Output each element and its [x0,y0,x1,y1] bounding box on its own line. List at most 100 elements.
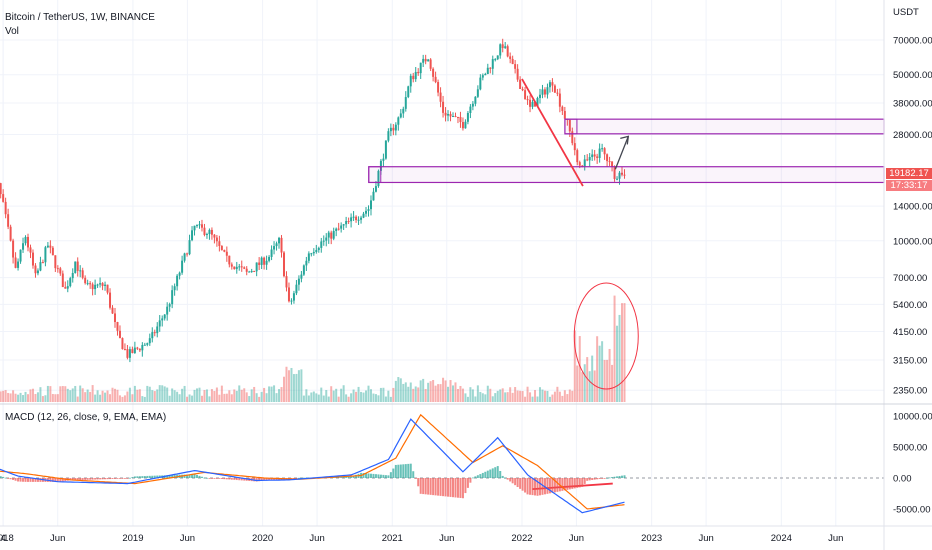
volume-bar [27,394,30,402]
macd-histogram-bar [126,478,129,479]
macd-histogram-bar [392,468,395,478]
volume-bar [377,395,380,402]
volume-bar [235,390,238,402]
macd-histogram-bar [613,476,616,478]
candle-body [553,85,556,93]
volume-bar [399,378,402,402]
candle-body [593,154,596,157]
candle-body [424,58,427,62]
macd-histogram-bar [84,478,87,480]
macd-histogram-bar [24,478,27,482]
projection-arrow [614,136,629,170]
volume-bar [409,382,412,402]
volume-bar [310,392,313,402]
volume-bar [285,366,288,402]
candle-body [146,343,149,345]
volume-bar [203,390,206,402]
volume-bar [173,390,176,402]
candle-body [442,101,445,113]
volume-bar [593,370,596,402]
volume-bar [2,390,5,402]
candle-body [153,332,156,334]
macd-histogram-bar [14,478,17,481]
volume-bar [591,355,594,402]
support-resistance-zones[interactable] [368,118,885,184]
candle-body [81,270,84,278]
macd-histogram-bar [171,475,174,478]
macd-histogram-bar [121,478,124,479]
macd-tick-label: 10000.00 [893,412,932,423]
macd-histogram-bar [260,478,263,481]
candle-body [496,55,499,60]
price-tick-label: 70000.00 [893,36,932,47]
drawings[interactable] [521,78,639,491]
volume-bar [168,395,171,402]
volume-bar [123,395,126,402]
volume-bar [382,387,385,402]
volume-bar [156,389,159,402]
macd-legend[interactable]: MACD (12, 26, close, 9, EMA, EMA) [5,412,167,423]
volume-bar [84,392,87,402]
macd-histogram-bar [143,476,146,478]
volume-bar [586,357,589,402]
macd-histogram-bar [623,475,626,478]
volume-bar [561,395,564,402]
volume-bar [521,391,524,402]
volume-bar [392,387,395,402]
volume-bar [44,395,47,402]
macd-histogram-bar [444,478,447,497]
macd-histogram-bar [504,477,507,479]
macd-histogram-bar [384,475,387,478]
candle-body [499,44,502,56]
macd-histogram-bar [429,478,432,495]
candle-body [355,216,358,221]
candle-body [399,113,402,118]
macd-histogram-bar [148,475,151,478]
candle-body [7,214,10,227]
candle-body [166,306,169,315]
macd-histogram-bar [230,478,233,480]
volume-bar [302,395,305,402]
volume-highlight-ellipse [573,282,639,390]
macd-histogram-bar [601,478,604,479]
candle-body [340,225,343,229]
volume-bar [417,387,420,402]
candle-body [99,283,102,285]
volume-bar [59,386,62,402]
volume-bar [166,387,169,402]
volume-bar [601,341,604,402]
candle-body [536,97,539,107]
macd-histogram-bar [99,478,102,480]
macd-histogram-bar [51,478,54,482]
macd-histogram-bar [382,474,385,478]
time-tick-label: Jun [698,533,713,544]
volume-bar [491,396,494,402]
macd-histogram-bar [593,478,596,480]
volume-bar [31,388,34,402]
chart-title[interactable]: Bitcoin / TetherUS, 1W, BINANCE [5,12,155,23]
macd-histogram-bar [412,471,415,478]
macd-histogram-bar [573,478,576,489]
candle-body [17,261,20,268]
candle-body [563,110,566,119]
candle-body [290,300,293,302]
macd-histogram-bar [608,477,611,479]
volume-bar [36,392,39,402]
candle-body [51,247,54,256]
macd-histogram-bar [223,478,226,480]
macd-histogram-bar [7,478,10,479]
candle-body [489,67,492,69]
candle-body [76,261,79,271]
candle-body [484,73,487,76]
volume-bar [494,393,497,402]
candle-body [501,44,504,49]
macd-histogram-bar [101,478,104,480]
candle-body [131,349,134,353]
candle-body [412,75,415,80]
volume-bar [558,391,561,402]
time-tick-label: Jun [180,533,195,544]
volume-bar [128,387,131,402]
macd-histogram-bar [456,478,459,498]
volume-bar [394,380,397,402]
